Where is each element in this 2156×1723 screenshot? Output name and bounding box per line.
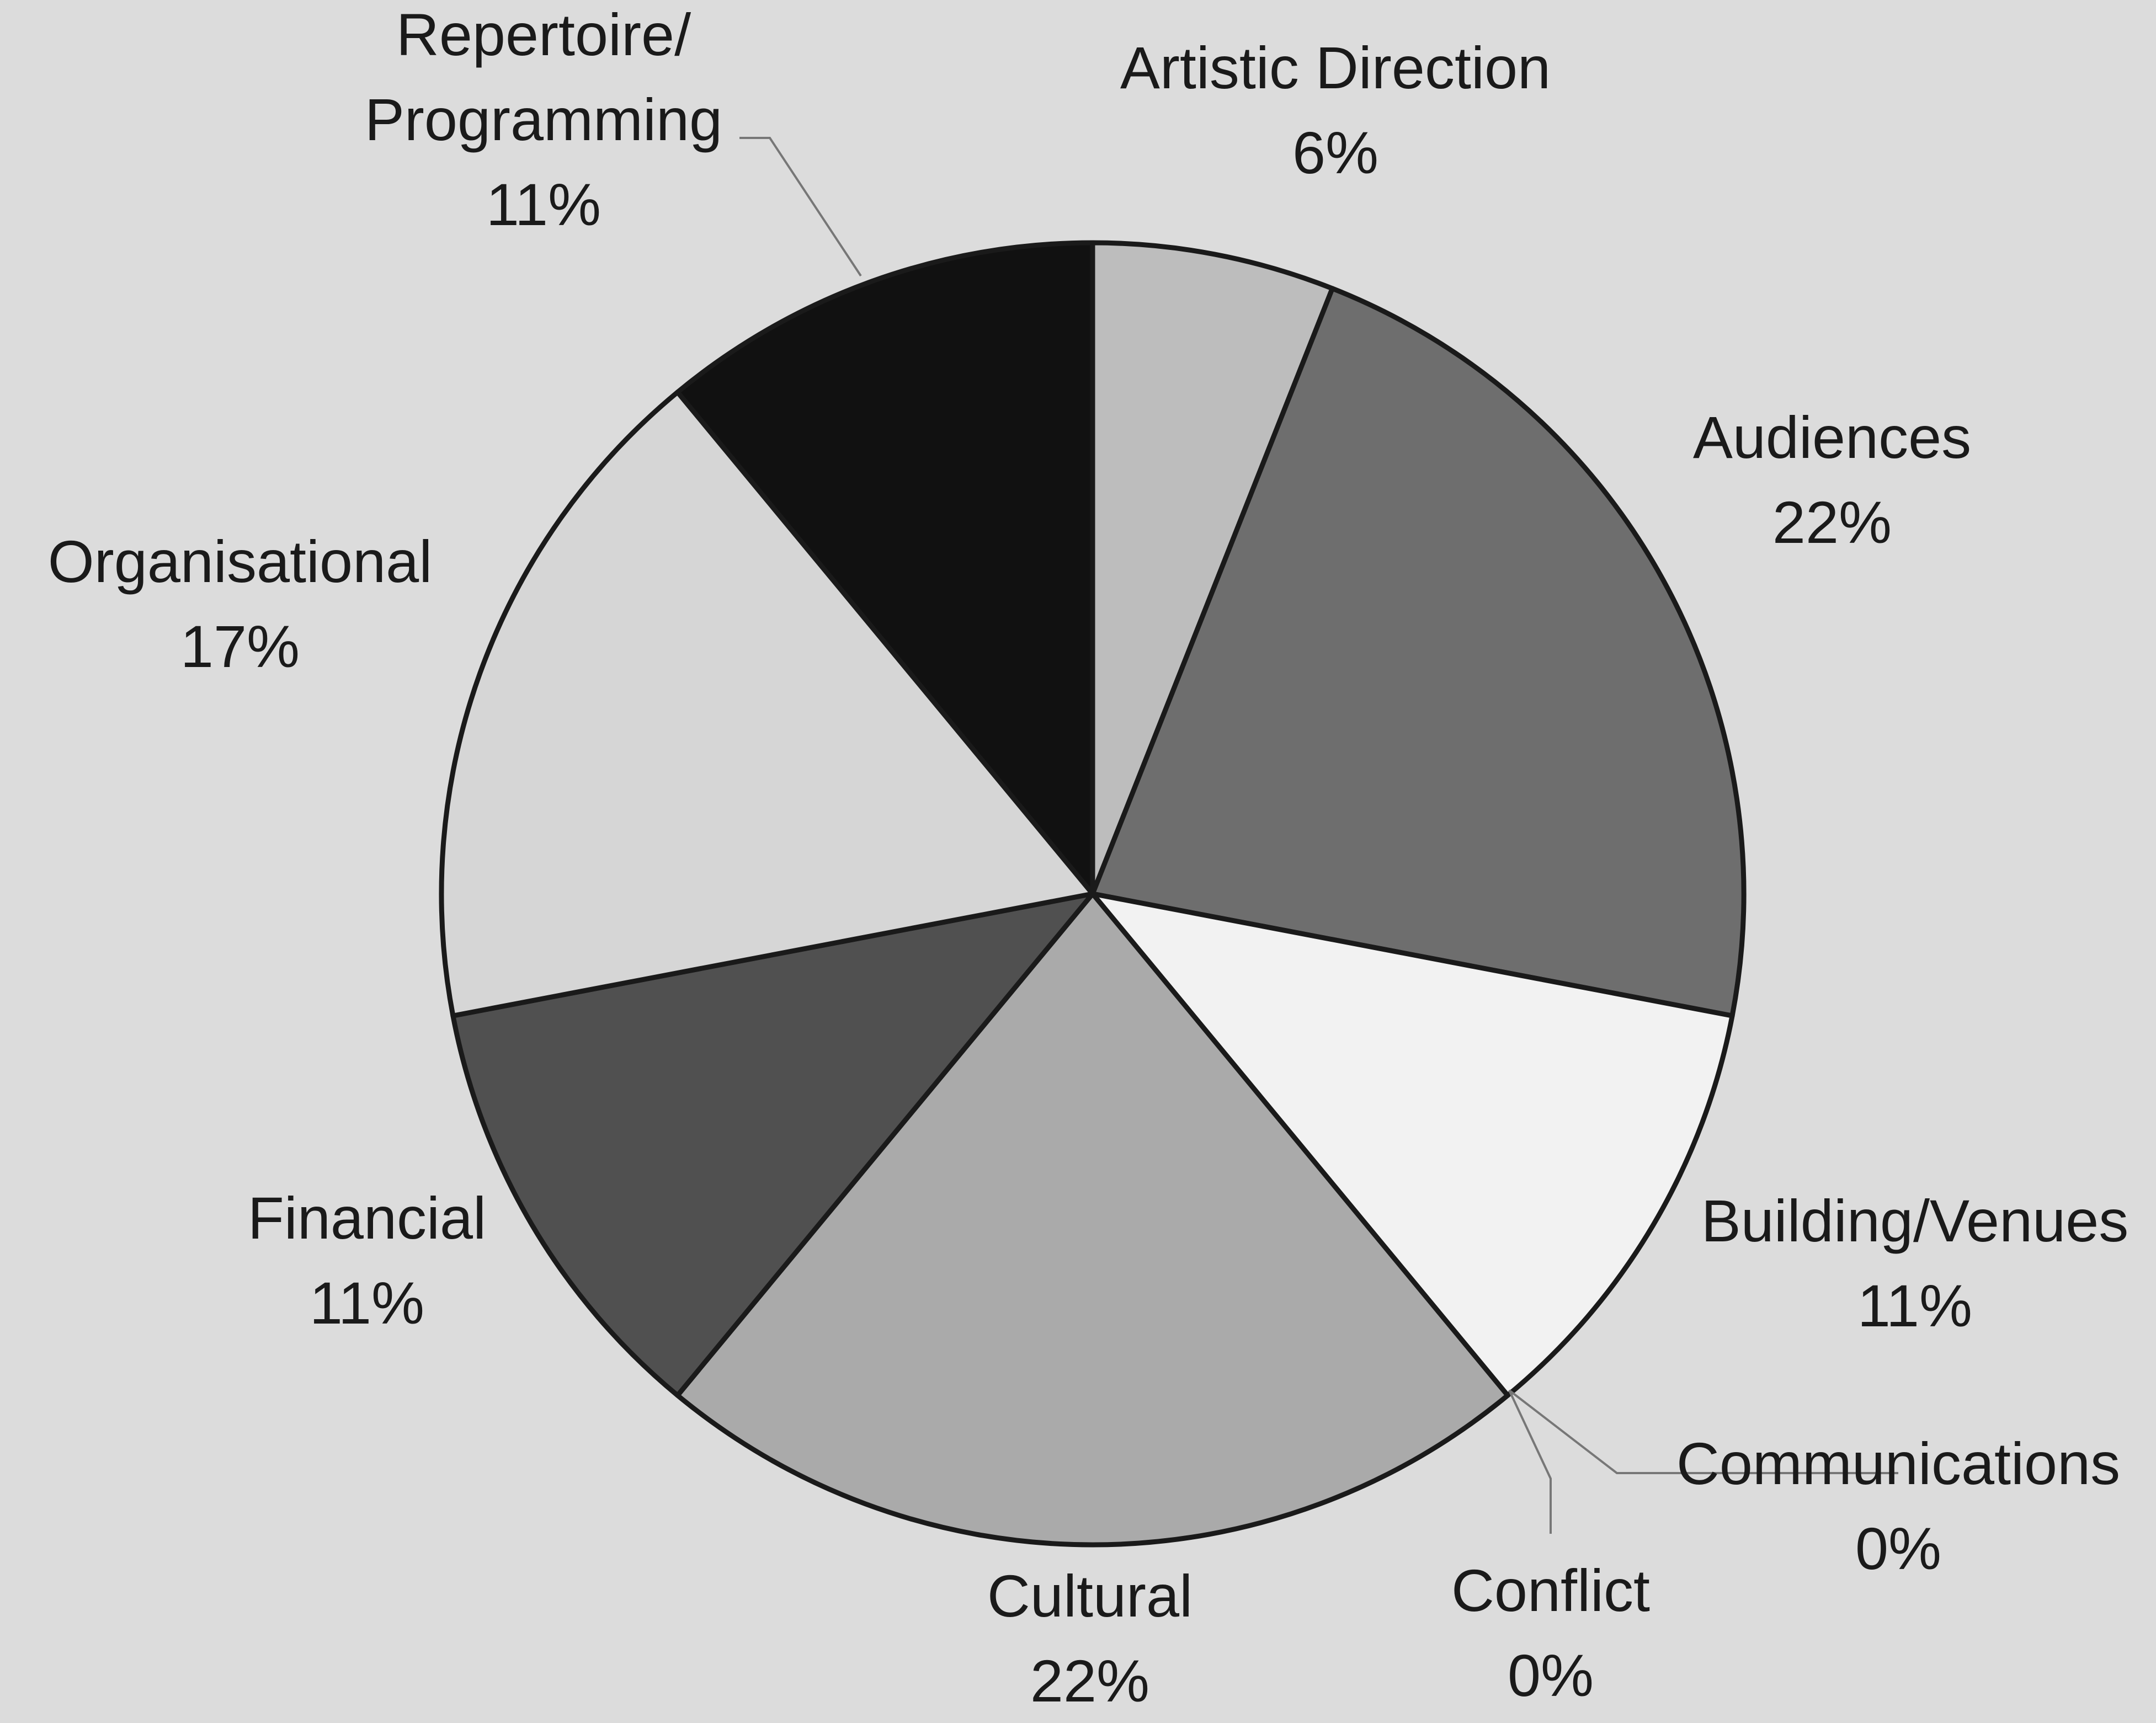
slice-label-organisational: Organisational 17% — [48, 528, 432, 680]
slice-label-conflict: Conflict 0% — [1451, 1557, 1650, 1709]
leader-lines — [739, 137, 1898, 1534]
slice-percent-label: 22% — [1772, 489, 1892, 556]
slice-percent-label: 22% — [1030, 1647, 1149, 1714]
leader-line-communications — [1508, 1389, 1898, 1474]
slice-category-label: Repertoire/ — [396, 1, 691, 68]
slice-percent-label: 0% — [1855, 1515, 1941, 1582]
pie-slice-artistic-direction — [1090, 240, 1335, 897]
slice-percent-label: 11% — [310, 1269, 424, 1336]
slice-label-repertoire-programming: Repertoire/Programming 11% — [365, 1, 722, 238]
slice-labels: Artistic Direction 6% Audiences 22% Building… — [48, 1, 2129, 1714]
slice-category-label: Conflict — [1451, 1557, 1650, 1624]
slice-category-label: Programming — [365, 86, 722, 153]
pie-slice-audiences — [1090, 286, 1747, 1018]
slice-label-building-venues: Building/Venues 11% — [1701, 1187, 2129, 1339]
slice-label-audiences: Audiences 22% — [1693, 404, 1971, 556]
slice-percent-label: 17% — [180, 613, 300, 680]
slice-category-label: Building/Venues — [1701, 1187, 2129, 1254]
slice-label-financial: Financial 11% — [248, 1185, 486, 1336]
pie-slice-organisational — [439, 390, 1095, 1018]
slice-percent-label: 11% — [486, 171, 601, 238]
slice-category-label: Audiences — [1693, 404, 1971, 471]
slice-percent-label: 11% — [1857, 1272, 1972, 1339]
pie-slice-repertoire-programming — [675, 240, 1095, 897]
pie-slice-cultural — [675, 891, 1510, 1548]
slice-category-label: Communications — [1676, 1430, 2120, 1497]
slice-label-artistic-direction: Artistic Direction 6% — [1120, 34, 1551, 186]
slice-category-label: Organisational — [48, 528, 432, 595]
leader-line-conflict — [1508, 1390, 1552, 1534]
slice-category-label: Artistic Direction — [1120, 34, 1551, 101]
slice-percent-label: 0% — [1508, 1642, 1594, 1709]
slice-category-label: Cultural — [987, 1562, 1193, 1629]
slice-category-label: Financial — [248, 1185, 486, 1251]
slice-label-cultural: Cultural 22% — [987, 1562, 1193, 1714]
pie-slice-financial — [450, 891, 1095, 1398]
slice-label-communications: Communications 0% — [1676, 1430, 2120, 1582]
leader-line-repertoire-programming — [739, 137, 862, 277]
pie-slices — [439, 240, 1747, 1548]
slice-percent-label: 6% — [1292, 119, 1378, 186]
pie-slice-building-venues — [1090, 891, 1735, 1398]
